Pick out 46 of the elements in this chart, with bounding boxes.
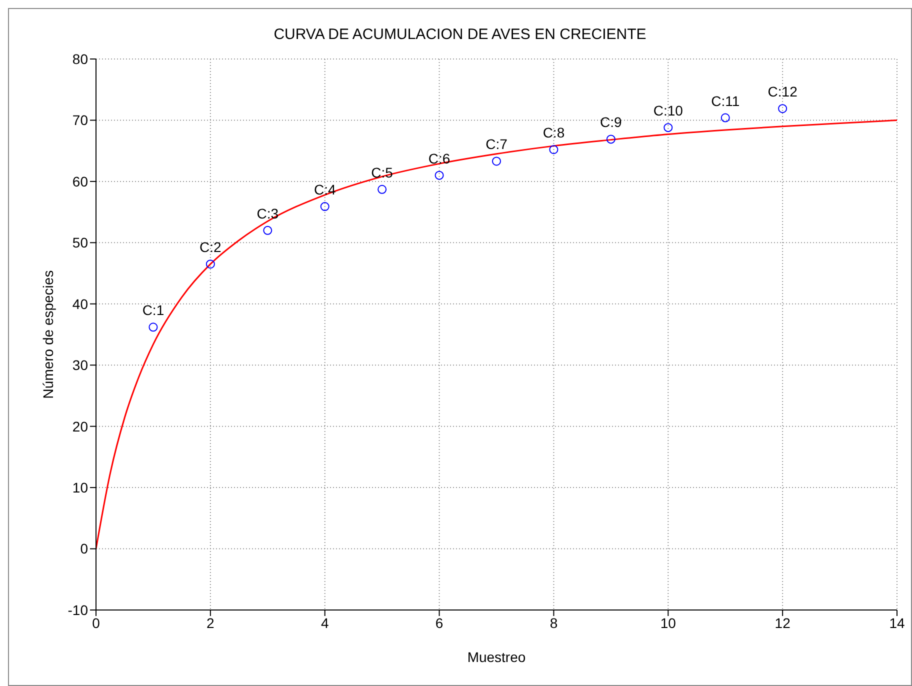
annotation: C:6: [428, 150, 450, 166]
point: [434, 170, 444, 180]
y-tick-label: 0: [80, 540, 88, 557]
x-tick-label: 14: [889, 614, 905, 631]
x-axis-title: Muestreo: [467, 649, 526, 665]
annotation: C:4: [314, 182, 336, 198]
y-tick-label: 80: [72, 50, 88, 67]
x-tick-label: 10: [660, 614, 676, 631]
point: [206, 260, 215, 269]
x-tick-label: 2: [206, 614, 215, 631]
annotation: C:5: [371, 164, 394, 180]
annotation: C:1: [142, 302, 164, 318]
annotation: C:11: [711, 92, 740, 109]
point: [378, 184, 387, 194]
y-tick-label: 20: [72, 418, 88, 434]
annotation: C:10: [653, 102, 684, 119]
x-tick-label: 12: [774, 614, 791, 631]
y-tick-label: 30: [72, 357, 88, 374]
y-tick-label: 60: [72, 173, 88, 190]
y-tick-label: 40: [72, 296, 88, 312]
point: [549, 145, 558, 154]
annotation: C:3: [256, 205, 279, 222]
point: [263, 226, 272, 235]
annotation: C:9: [600, 114, 622, 130]
point: [664, 123, 673, 132]
y-axis-title: Número de especies: [40, 270, 56, 399]
x-tick-label: 0: [92, 614, 100, 631]
point: [148, 322, 158, 332]
point: [492, 156, 501, 166]
point: [778, 104, 788, 114]
y-tick-label: 10: [72, 480, 88, 496]
point: [606, 134, 616, 144]
point: [320, 202, 330, 212]
point: [720, 113, 730, 122]
line-series: [96, 119, 897, 550]
x-tick-label: 6: [435, 614, 444, 631]
annotation: C:7: [486, 136, 508, 152]
annotation: C:8: [542, 124, 565, 141]
x-tick-label: 4: [320, 614, 329, 631]
chart-title: CURVA DE ACUMULACION DE AVES EN CRECIENTE: [272, 26, 648, 43]
y-tick-label: -10: [68, 602, 88, 618]
annotation: C:12: [768, 84, 798, 100]
y-tick-label: 70: [72, 112, 88, 128]
y-tick-label: 50: [72, 234, 88, 251]
x-tick-label: 8: [550, 614, 558, 631]
annotation: C:2: [200, 239, 222, 256]
